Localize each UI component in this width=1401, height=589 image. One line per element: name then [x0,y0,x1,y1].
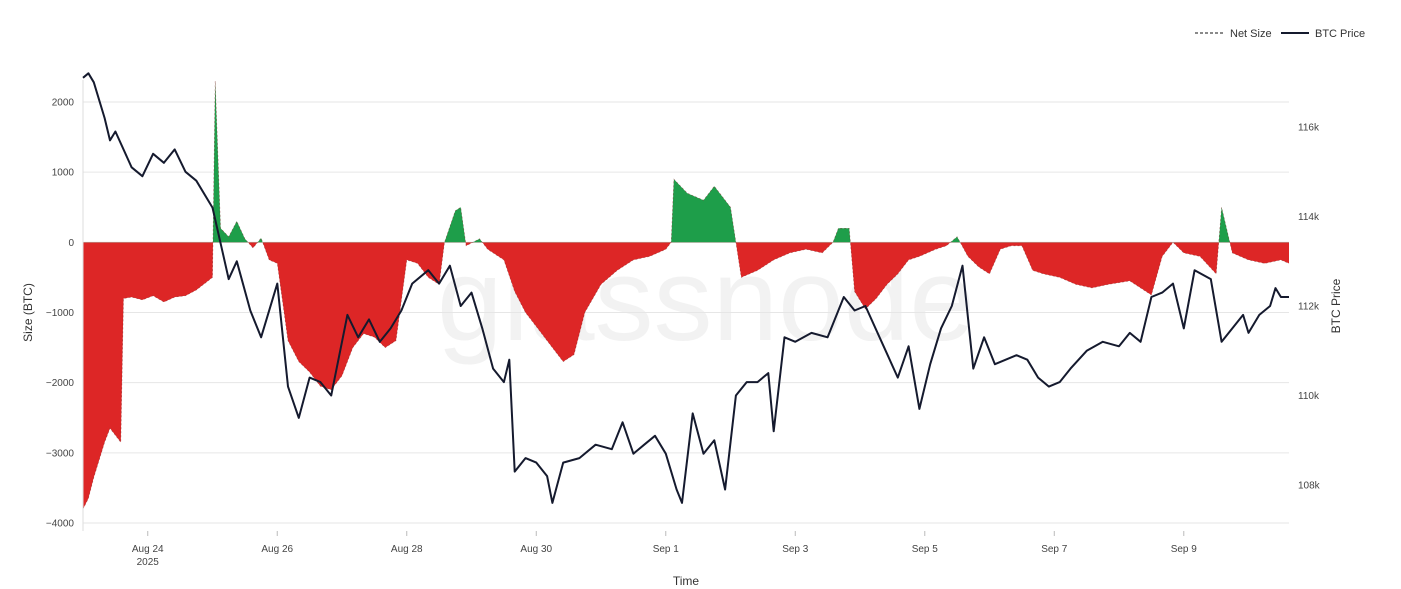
left-tick-label: −2000 [46,378,75,389]
left-tick-label: 1000 [52,168,75,179]
right-tick-label: 116k [1298,123,1320,134]
x-axis-title: Time [673,574,700,588]
y-axis-title-left: Size (BTC) [21,283,35,342]
x-tick-label: Aug 30 [520,544,552,555]
right-y-axis: 116k 114k 112k 110k 108k [1298,123,1321,492]
left-tick-label: −1000 [46,308,75,319]
x-tick-sublabel: 2025 [137,557,160,568]
x-tick-label: Aug 24 [132,544,164,555]
legend[interactable]: Net Size BTC Price [1195,28,1365,40]
net-size-positive-area [83,81,1289,243]
left-tick-label: −3000 [46,448,75,459]
legend-btc-price-label[interactable]: BTC Price [1315,28,1365,40]
x-tick-label: Sep 1 [653,544,680,555]
x-tick-label: Sep 3 [782,544,809,555]
x-tick-label: Sep 9 [1171,544,1198,555]
right-tick-label: 108k [1298,481,1321,492]
net-size-area [82,80,1290,510]
x-tick-label: Sep 5 [912,544,939,555]
price-line-layer [82,72,1289,504]
net-size-line [82,80,1290,510]
left-tick-label: 0 [68,238,74,249]
x-tick-label: Aug 26 [261,544,293,555]
x-axis: Aug 24 2025 Aug 26 Aug 28 Aug 30 Sep 1 Sep 3 Se… [82,80,1198,568]
right-tick-label: 114k [1298,212,1320,223]
y-axis-title-right: BTC Price [1329,278,1343,333]
legend-net-size-label[interactable]: Net Size [1230,28,1272,40]
left-y-axis: 2000 1000 0 −1000 −2000 −3000 −4000 [46,98,75,530]
x-tick-label: Sep 7 [1041,544,1068,555]
right-tick-label: 110k [1298,391,1320,402]
left-tick-label: −4000 [46,519,75,530]
left-tick-label: 2000 [52,98,75,109]
x-tick-label: Aug 28 [391,544,423,555]
btc-price-line [82,72,1289,504]
net-size-negative-area [83,242,1289,509]
gridlines [83,101,1289,524]
right-tick-label: 112k [1298,302,1320,313]
